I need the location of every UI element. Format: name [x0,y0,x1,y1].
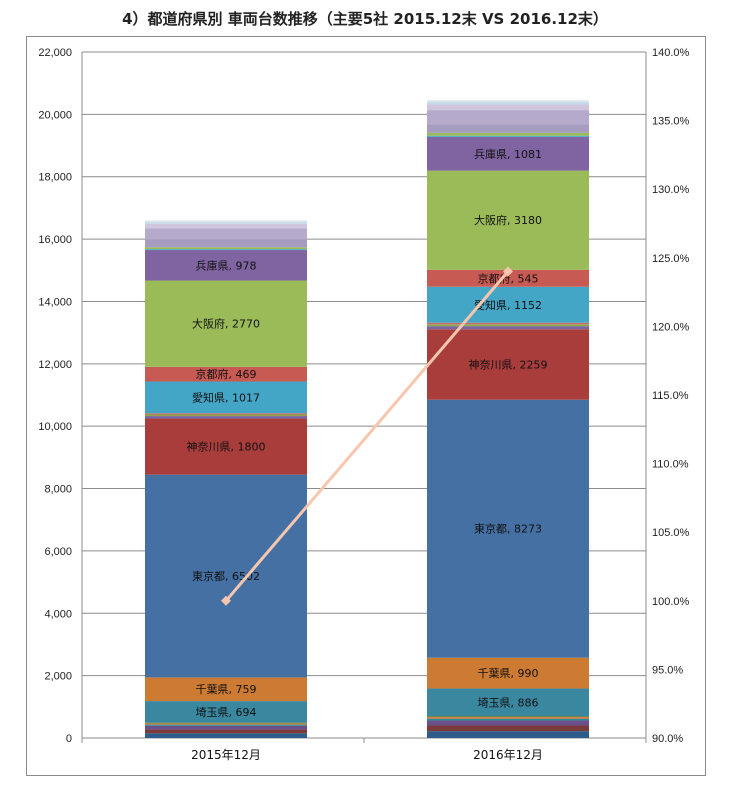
bar-segment [427,329,589,400]
y2-tick-label: 125.0% [652,253,690,265]
bar-segment [427,100,589,103]
x-category-label: 2016年12月 [473,748,543,762]
chart-title: 4）都道府県別 車両台数推移（主要5社 2015.12末 VS 2016.12末… [122,10,608,28]
bar-segment [145,413,307,415]
bar-segment [427,717,589,719]
bar-segment [145,701,307,723]
y2-tick-label: 100.0% [652,596,690,608]
bar-segment [427,170,589,270]
growth-line [221,266,513,606]
axes: 0 2,000 4,000 6,000 8,000 10,000 12,000 14,000 1… [38,47,689,762]
bar-segment [427,286,589,323]
y2-tick-label: 135.0% [652,116,690,128]
bar-segment [145,724,307,726]
growth-line-marker [503,266,513,277]
bar-segment [427,731,589,738]
bar-segment [145,366,307,382]
y2-tick-label: 130.0% [652,184,690,196]
bar-segment [427,136,589,171]
segment-label: 京都府, 545 [478,271,539,285]
segment-label: 大阪府, 3180 [474,213,542,227]
bar-segment [427,135,589,137]
segment-label: 神奈川県, 1800 [187,440,266,454]
bar-segment [427,322,589,325]
y-tick-label: 0 [66,733,72,745]
bar-segment [145,722,307,724]
bar-segment [427,326,589,330]
segment-label: 千葉県, 759 [196,682,257,696]
bar-segment [145,239,307,248]
y-tick-label: 4,000 [44,608,72,620]
growth-line-path [224,270,510,603]
segment-label: 埼玉県, 886 [478,695,539,709]
bar-segment [145,223,307,229]
y2-tick-label: 140.0% [652,47,690,59]
y-tick-label: 18,000 [38,172,72,184]
y-tick-label: 12,000 [38,359,72,371]
y-tick-label: 22,000 [38,47,72,59]
segment-label: 東京都, 8273 [474,522,542,536]
bar-segment [145,414,307,417]
bar-segment [145,247,307,250]
bar-segment [145,474,307,678]
y-tick-label: 10,000 [38,421,72,433]
bar-segment [145,228,307,240]
bar-segment [145,220,307,222]
y-tick-label: 8,000 [44,484,72,496]
bar-segment [145,250,307,281]
bar-segment [145,280,307,367]
segment-label: 京都府, 469 [196,367,257,381]
bar-segment [427,725,589,732]
bar-segment [427,110,589,125]
bar-segment [427,657,589,689]
y2-tick-label: 120.0% [652,321,690,333]
chart-frame [26,36,706,776]
bar-segment [145,249,307,251]
bar-segment [427,720,589,726]
y2-tick-label: 110.0% [652,459,689,471]
bar-segment [145,418,307,475]
y-tick-label: 16,000 [38,234,72,246]
bar-segment [145,221,307,224]
bar-segment [145,733,307,738]
bar-segment [145,381,307,414]
bar-segment [427,718,589,721]
segment-label: 愛知県, 1152 [474,298,542,312]
growth-line-marker [221,595,231,606]
y2-tick-label: 90.0% [652,733,683,745]
y2-tick-label: 105.0% [652,527,690,539]
x-category-label: 2015年12月 [191,748,261,762]
y2-tick-label: 115.0% [652,390,689,402]
segment-label: 神奈川県, 2259 [469,357,548,371]
y-tick-label: 2,000 [44,671,72,683]
segment-label: 千葉県, 990 [478,666,539,680]
bar-segment [427,324,589,327]
segment-label: 大阪府, 2770 [192,317,260,331]
segment-label: 兵庫県, 978 [196,258,257,272]
bar-segment [145,677,307,702]
y2-tick-label: 95.0% [652,664,683,676]
bar-segment [145,723,307,725]
bar-segment [427,716,589,718]
bar-segment [145,416,307,419]
segment-label: 埼玉県, 694 [196,705,257,719]
segment-label: 愛知県, 1017 [192,390,260,404]
bar-segment [145,725,307,730]
bar-segment [145,729,307,734]
bar-segment [427,132,589,136]
bar-segment [427,102,589,105]
bar-segment [427,399,589,658]
segment-label: 兵庫県, 1081 [474,147,542,161]
bars [145,100,589,738]
bar-segment [427,104,589,111]
y-tick-label: 6,000 [44,546,72,558]
y-tick-label: 14,000 [38,296,72,308]
bar-segment [427,124,589,133]
bar-segment [427,688,589,717]
bar-segment [427,269,589,287]
y-tick-label: 20,000 [38,109,72,121]
